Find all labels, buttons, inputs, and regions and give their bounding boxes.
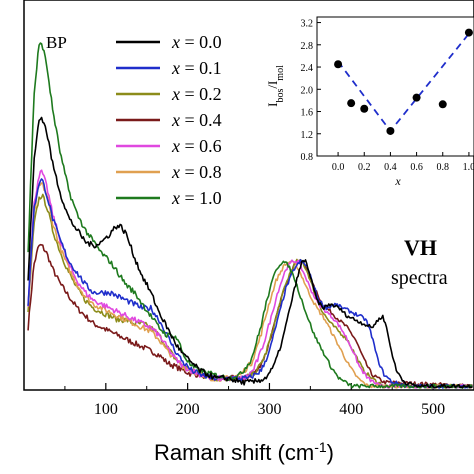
inset-y-tick-label: 2.8 [301, 41, 314, 52]
inset-y-tick-label: 1.2 [301, 130, 314, 141]
inset-x-tick-label: 1.0 [463, 162, 474, 173]
inset-y-tick-label: 2.0 [301, 85, 314, 96]
series-line-x-0-8 [27, 182, 473, 389]
series-line-x-0-0 [27, 116, 473, 389]
inset-x-tick-label: 0.2 [358, 162, 371, 173]
series-line-x-1-0 [27, 42, 474, 389]
main-x-axis-title: Raman shift (cm-1) [154, 439, 334, 465]
main-series-group [27, 42, 474, 389]
inset-marks [334, 28, 473, 135]
inset-x-tick-label: 0.0 [332, 162, 345, 173]
legend-label: x = 1.0 [171, 188, 222, 208]
main-x-tick-label: 300 [257, 401, 281, 418]
main-x-tick-label: 200 [176, 401, 200, 418]
inset-x-axis-title: x [394, 174, 401, 188]
main-x-ticks: 100 200 300 400 500 [64, 383, 445, 418]
inset-ticks: 0.8 1.2 1.6 2.0 2.4 2.8 3.2 0.0 0.2 0.4 0.6 0.8 1.0 [301, 19, 474, 173]
inset-y-tick-label: 0.8 [301, 152, 314, 163]
series-line-x-0-4 [27, 243, 474, 389]
inset-data-point [438, 100, 447, 109]
legend-label: x = 0.8 [171, 162, 222, 182]
inset-plot-frame [316, 16, 474, 157]
label-spectra: spectra [391, 267, 448, 289]
legend-label: x = 0.6 [171, 136, 222, 156]
inset-y-axis-title: Ibos/Imol [265, 65, 286, 107]
inset-y-tick-label: 1.6 [301, 108, 314, 119]
label-bp: BP [46, 33, 67, 52]
inset-x-tick-label: 0.6 [410, 162, 423, 173]
legend: x = 0.0 x = 0.1 x = 0.2 x = 0.4 x = 0.6 x = 0… [116, 32, 222, 208]
inset-y-tick-label: 2.4 [301, 63, 314, 74]
legend-label: x = 0.2 [171, 84, 222, 104]
legend-label: x = 0.4 [171, 110, 222, 130]
inset-data-point [464, 28, 473, 37]
inset-x-tick-label: 0.8 [437, 162, 450, 173]
label-vh: VH [404, 235, 437, 260]
legend-label: x = 0.0 [171, 32, 222, 52]
inset-y-tick-label: 3.2 [301, 19, 314, 30]
inset-x-tick-label: 0.4 [384, 162, 397, 173]
inset-data-point [347, 99, 356, 108]
main-plot-frame [23, 0, 474, 391]
main-x-tick-label: 500 [421, 401, 445, 418]
inset-data-point [360, 104, 369, 113]
inset-chart: 0.81.21.62.02.42.83.20.0 0.2 0.4 0.6 0.8 1.0 … [265, 16, 474, 188]
inset-data-point [386, 126, 395, 135]
main-x-tick-label: 400 [339, 401, 363, 418]
legend-label: x = 0.1 [171, 58, 222, 78]
inset-data-point [412, 93, 421, 102]
inset-data-point [334, 60, 343, 69]
main-x-tick-label: 100 [94, 401, 118, 418]
